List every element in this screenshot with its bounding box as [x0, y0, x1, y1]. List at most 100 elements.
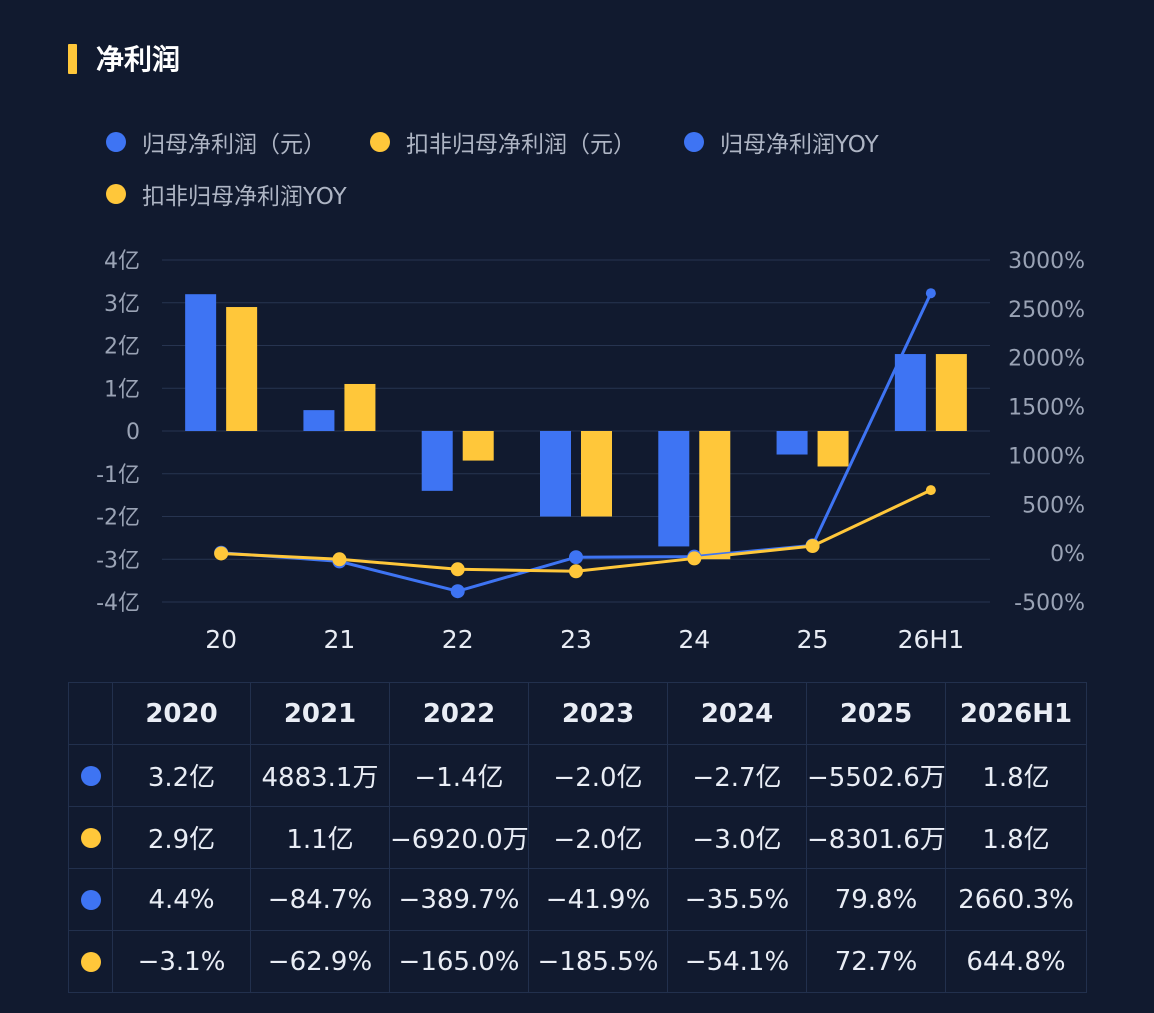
table-row: 3.2亿 4883.1万 −1.4亿 −2.0亿 −2.7亿 −5502.6万 … — [68, 744, 1087, 807]
table-header-cell: 2021 — [250, 682, 390, 745]
table-header-row: 2020 2021 2022 2023 2024 2025 2026H1 — [68, 682, 1087, 745]
bar-deducted-net-profit — [344, 383, 376, 431]
table-cell: −1.4亿 — [389, 744, 529, 807]
bar-deducted-net-profit — [817, 431, 849, 467]
legend-dot — [106, 132, 126, 152]
legend-dot — [370, 132, 390, 152]
table-header-cell: 2022 — [389, 682, 529, 745]
right-axis-tick-label: 1500% — [1008, 396, 1085, 421]
bar-deducted-net-profit — [226, 307, 258, 431]
chart-title: 净利润 — [96, 43, 181, 76]
right-axis-tick-label: 2000% — [1008, 347, 1085, 372]
yoy-point-deducted — [687, 551, 702, 566]
table-cell: −54.1% — [667, 930, 807, 993]
legend-dot — [106, 184, 126, 204]
legend-dot — [684, 132, 704, 152]
table-cell: −8301.6万 — [806, 806, 946, 869]
table-header-cell: 2023 — [528, 682, 668, 745]
bar-parent-net-profit — [421, 431, 453, 491]
series-dot-icon — [80, 952, 101, 972]
data-table: 2020 2021 2022 2023 2024 2025 2026H1 3.2… — [68, 682, 1087, 993]
table-header-cell: 2026H1 — [945, 682, 1087, 745]
legend-item-deducted-net-profit[interactable]: 扣非归母净利润（元） — [370, 122, 636, 162]
table-row: 4.4% −84.7% −389.7% −41.9% −35.5% 79.8% … — [68, 868, 1087, 931]
table-cell: −62.9% — [250, 930, 390, 993]
left-axis-tick-label: 3亿 — [104, 292, 140, 317]
table-row-marker — [68, 806, 113, 869]
left-axis-tick-label: -4亿 — [96, 591, 140, 616]
bar-parent-net-profit — [540, 431, 571, 517]
table-cell: −2.0亿 — [528, 744, 668, 807]
series-dot-icon — [80, 828, 101, 848]
yoy-point-deducted — [214, 546, 229, 561]
right-axis-tick-label: 500% — [1022, 493, 1085, 518]
legend-label: 归母净利润YOY — [720, 132, 879, 158]
table-cell: −3.1% — [112, 930, 251, 993]
table-cell: 79.8% — [806, 868, 946, 931]
x-axis-tick-label: 23 — [560, 625, 592, 654]
left-axis-tick-label: 0 — [126, 420, 140, 445]
table-row: −3.1% −62.9% −165.0% −185.5% −54.1% 72.7… — [68, 930, 1087, 993]
table-cell: 3.2亿 — [112, 744, 251, 807]
left-axis-tick-label: -1亿 — [96, 463, 140, 488]
left-axis-tick-label: 2亿 — [104, 335, 140, 360]
table-row-marker — [68, 930, 113, 993]
table-cell: 2.9亿 — [112, 806, 251, 869]
bar-deducted-net-profit — [581, 431, 612, 517]
title-accent-bar — [68, 44, 77, 74]
table-cell: −6920.0万 — [389, 806, 529, 869]
legend-item-parent-net-profit-yoy[interactable]: 归母净利润YOY — [684, 122, 879, 162]
bar-parent-net-profit — [185, 294, 217, 431]
yoy-point-parent — [925, 288, 936, 299]
table-cell: 1.8亿 — [945, 806, 1087, 869]
table-cell: −3.0亿 — [667, 806, 807, 869]
table-cell: 2660.3% — [945, 868, 1087, 931]
x-axis-tick-label: 26H1 — [898, 625, 965, 654]
table-cell: 1.1亿 — [250, 806, 390, 869]
right-axis-tick-label: 3000% — [1008, 249, 1085, 274]
bar-deducted-net-profit — [699, 431, 731, 560]
legend-item-deducted-net-profit-yoy[interactable]: 扣非归母净利润YOY — [106, 174, 347, 214]
table-header-cell: 2020 — [112, 682, 251, 745]
series-dot-icon — [80, 890, 101, 910]
table-cell: 72.7% — [806, 930, 946, 993]
bar-deducted-net-profit — [935, 354, 967, 431]
table-cell: −165.0% — [389, 930, 529, 993]
x-axis-tick-label: 24 — [678, 625, 710, 654]
left-axis-tick-label: -2亿 — [96, 506, 140, 531]
table-cell: −2.0亿 — [528, 806, 668, 869]
table-cell: −2.7亿 — [667, 744, 807, 807]
bar-parent-net-profit — [658, 431, 690, 547]
combo-chart: 4亿 3亿 2亿 1亿 0 -1亿 -2亿 -3亿 -4亿 3000% 2500% 2000% 1500… — [96, 249, 1085, 654]
series-dot-icon — [80, 766, 101, 786]
table-cell: 1.8亿 — [945, 744, 1087, 807]
table-cell: −185.5% — [528, 930, 668, 993]
right-axis-tick-label: 2500% — [1008, 298, 1085, 323]
table-cell: −389.7% — [389, 868, 529, 931]
yoy-point-deducted — [332, 552, 347, 567]
table-row-marker — [68, 868, 113, 931]
table-header-cell: 2024 — [667, 682, 807, 745]
legend-item-parent-net-profit[interactable]: 归母净利润（元） — [106, 122, 326, 162]
table-cell: 644.8% — [945, 930, 1087, 993]
yoy-point-deducted — [450, 562, 465, 577]
bar-parent-net-profit — [776, 431, 808, 455]
x-axis-tick-label: 21 — [324, 625, 356, 654]
right-axis-tick-label: 0% — [1050, 542, 1085, 567]
table-cell: −5502.6万 — [806, 744, 946, 807]
yoy-point-deducted — [569, 564, 583, 579]
data-table-wrapper: 2020 2021 2022 2023 2024 2025 2026H1 3.2… — [68, 682, 1087, 993]
table-row-marker — [68, 744, 113, 807]
left-axis-tick-label: -3亿 — [96, 548, 140, 573]
legend-label: 扣非归母净利润YOY — [142, 184, 347, 210]
table-row: 2.9亿 1.1亿 −6920.0万 −2.0亿 −3.0亿 −8301.6万 … — [68, 806, 1087, 869]
bar-parent-net-profit — [303, 410, 335, 431]
yoy-point-parent — [450, 584, 465, 599]
x-axis-tick-label: 20 — [205, 625, 237, 654]
right-axis-tick-label: -500% — [1014, 591, 1085, 616]
left-axis-tick-label: 4亿 — [104, 249, 140, 274]
x-axis-tick-label: 22 — [442, 625, 474, 654]
left-axis-tick-label: 1亿 — [104, 377, 140, 402]
table-cell: −35.5% — [667, 868, 807, 931]
bar-deducted-net-profit — [462, 431, 494, 461]
